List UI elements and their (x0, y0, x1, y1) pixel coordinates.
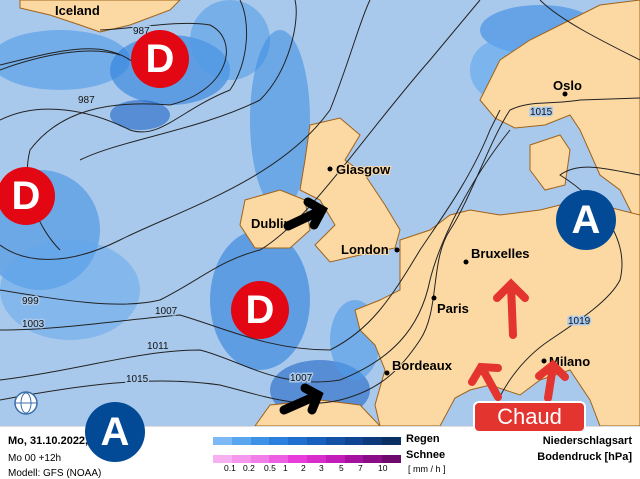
red-arrow-icon (468, 278, 569, 402)
snow-color-cell (325, 455, 345, 463)
city-paris: Paris (437, 301, 469, 316)
scale-tick: 7 (358, 463, 363, 473)
scandinavia-land (479, 0, 640, 231)
great-britain-land (299, 117, 401, 263)
rain-color-cell (325, 437, 345, 445)
city-london: London (341, 242, 389, 257)
legend-title-pressure: Bodendruck [hPa] (537, 451, 632, 463)
europe-land (354, 199, 640, 426)
city-oslo: Oslo (553, 78, 582, 93)
high-pressure-badge: A (556, 190, 616, 250)
snow-color-cell (306, 455, 326, 463)
snow-color-cell (269, 455, 289, 463)
scale-tick: 1 (283, 463, 288, 473)
rain-color-cell (288, 437, 307, 445)
model-name: Modell: GFS (NOAA) (8, 468, 102, 479)
rain-color-scale (213, 437, 401, 445)
snow-color-cell (344, 455, 364, 463)
black-arrow-icon (279, 383, 324, 415)
low-pressure-badge: D (131, 30, 189, 88)
iceland-land (19, 0, 181, 33)
city-bruxelles: Bruxelles (471, 246, 530, 261)
snow-color-cell (250, 455, 270, 463)
snow-label: Schnee (406, 449, 446, 461)
isobar-label: 987 (78, 95, 95, 106)
rain-color-cell (306, 437, 326, 445)
warm-air-label: Chaud (473, 401, 586, 433)
forecast-run: Mo 00 +12h (8, 453, 62, 464)
city-bordeaux: Bordeaux (392, 358, 453, 373)
isobar-label: 1015 (126, 374, 149, 385)
snow-color-cell (363, 455, 383, 463)
unit-label: [ mm / h ] (408, 464, 446, 474)
isobar-label: 1011 (147, 341, 169, 352)
denmark-land (529, 134, 571, 191)
scale-tick: 3 (319, 463, 324, 473)
label-iceland: Iceland (55, 3, 100, 18)
rain-color-cell (250, 437, 270, 445)
snow-color-cell (382, 455, 401, 463)
isobar-label: 1015 (530, 107, 553, 118)
rain-color-cell (363, 437, 383, 445)
high-pressure-badge: A (85, 402, 145, 462)
scale-tick: 0.5 (264, 463, 276, 473)
legend-footer: Mo, 31.10.2022, 12 UTC Mo 00 +12h Modell… (0, 426, 640, 479)
snow-color-cell (213, 455, 232, 463)
rain-color-cell (213, 437, 232, 445)
scale-tick: 5 (339, 463, 344, 473)
city-glasgow: Glasgow (336, 162, 391, 177)
isobar-label: 1007 (290, 373, 313, 384)
black-arrow-icon (283, 197, 329, 231)
globe-icon[interactable] (14, 391, 38, 415)
isobar-label: 1019 (568, 316, 591, 327)
rain-color-cell (344, 437, 364, 445)
scale-tick: 0.2 (243, 463, 255, 473)
isobars: 987 987 999 1003 1007 1007 1011 1015 101… (0, 0, 640, 421)
weather-map: 987 987 999 1003 1007 1007 1011 1015 101… (0, 0, 640, 426)
isobar-label: 1003 (22, 319, 45, 330)
low-pressure-badge: D (231, 281, 289, 339)
scale-tick: 10 (378, 463, 388, 473)
rain-color-cell (269, 437, 289, 445)
land (19, 0, 640, 426)
low-pressure-badge: D (0, 167, 55, 225)
scale-tick: 0.1 (224, 463, 236, 473)
rain-label: Regen (406, 433, 440, 445)
snow-color-cell (288, 455, 307, 463)
legend-title-precip-type: Niederschlagsart (542, 435, 632, 447)
scale-tick: 2 (301, 463, 306, 473)
city-dublin: Dublin (251, 216, 291, 231)
rain-color-cell (231, 437, 251, 445)
ireland-land (239, 189, 311, 249)
snow-color-scale (213, 455, 401, 463)
snow-color-cell (231, 455, 251, 463)
isobar-label: 1007 (155, 306, 178, 317)
rain-color-cell (382, 437, 401, 445)
isobar-label: 999 (22, 296, 39, 307)
